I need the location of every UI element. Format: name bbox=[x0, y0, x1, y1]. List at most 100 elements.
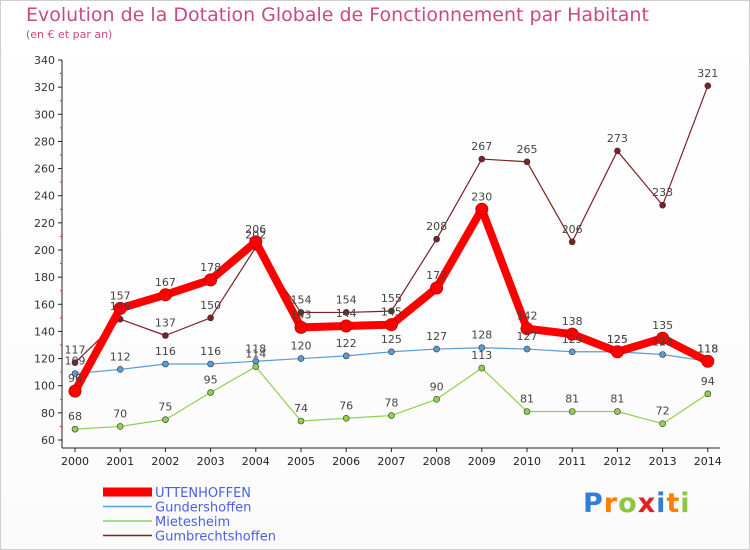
logo-letter: o bbox=[618, 488, 638, 519]
data-point bbox=[204, 273, 218, 287]
y-tick-label: 100 bbox=[34, 380, 55, 393]
data-label: 154 bbox=[291, 293, 312, 306]
data-point bbox=[478, 155, 486, 163]
data-point bbox=[478, 344, 486, 352]
y-tick-label: 60 bbox=[41, 434, 55, 447]
data-label: 81 bbox=[610, 393, 624, 406]
data-point bbox=[249, 235, 263, 249]
data-point bbox=[162, 332, 169, 339]
data-label: 112 bbox=[110, 350, 131, 363]
data-label: 125 bbox=[562, 333, 583, 346]
y-tick-label: 200 bbox=[34, 244, 55, 257]
data-point bbox=[568, 348, 576, 356]
x-tick-label: 2000 bbox=[61, 455, 89, 468]
data-label: 321 bbox=[697, 67, 718, 80]
data-label: 154 bbox=[336, 293, 357, 306]
data-point bbox=[68, 384, 82, 398]
data-label: 118 bbox=[697, 342, 718, 355]
x-tick-label: 2014 bbox=[694, 455, 722, 468]
data-label: 94 bbox=[701, 375, 715, 388]
logo-letter: x bbox=[637, 488, 657, 519]
data-label: 144 bbox=[336, 307, 357, 320]
data-point bbox=[433, 345, 440, 353]
x-tick-label: 2001 bbox=[106, 455, 134, 468]
data-point bbox=[297, 309, 305, 316]
data-point bbox=[71, 370, 79, 377]
x-tick-label: 2009 bbox=[468, 455, 496, 468]
x-tick-label: 2012 bbox=[603, 455, 631, 468]
data-point bbox=[116, 423, 124, 430]
data-point bbox=[71, 425, 79, 433]
data-point bbox=[433, 395, 440, 403]
legend-label: Gundershoffen bbox=[155, 501, 251, 516]
data-point bbox=[656, 331, 670, 345]
data-label: 116 bbox=[200, 345, 221, 358]
data-label: 138 bbox=[562, 315, 583, 328]
data-point bbox=[704, 390, 712, 398]
data-point bbox=[342, 352, 350, 360]
data-point bbox=[339, 319, 353, 333]
data-label: 127 bbox=[426, 330, 447, 343]
data-label: 273 bbox=[607, 132, 628, 145]
data-label: 157 bbox=[110, 289, 131, 302]
data-label: 233 bbox=[652, 186, 673, 199]
data-point bbox=[433, 235, 440, 243]
data-label: 125 bbox=[607, 333, 628, 346]
data-label: 72 bbox=[656, 405, 670, 418]
data-label: 113 bbox=[471, 349, 492, 362]
chart-subtitle: (en € et par an) bbox=[26, 28, 113, 41]
data-point bbox=[614, 147, 621, 155]
data-point bbox=[610, 345, 624, 359]
data-point bbox=[523, 345, 531, 353]
data-label: 118 bbox=[697, 342, 718, 355]
legend-label: UTTENHOFFEN bbox=[155, 486, 251, 501]
data-point bbox=[294, 320, 308, 334]
data-point bbox=[701, 354, 715, 368]
data-point bbox=[659, 420, 666, 428]
data-label: 123 bbox=[652, 336, 673, 349]
y-tick-label: 160 bbox=[34, 298, 55, 311]
data-point bbox=[342, 414, 350, 422]
data-label: 127 bbox=[517, 330, 538, 343]
data-point bbox=[568, 408, 576, 415]
data-label: 145 bbox=[381, 306, 402, 319]
data-label: 70 bbox=[113, 407, 127, 420]
data-label: 125 bbox=[381, 333, 402, 346]
data-point bbox=[113, 301, 127, 315]
x-tick-label: 2008 bbox=[423, 455, 451, 468]
data-label: 109 bbox=[65, 355, 86, 368]
data-label: 68 bbox=[68, 410, 82, 423]
data-label: 150 bbox=[200, 299, 221, 312]
data-point bbox=[568, 238, 576, 246]
data-point bbox=[659, 351, 666, 358]
data-label: 81 bbox=[520, 393, 534, 406]
data-label: 142 bbox=[517, 310, 538, 323]
data-label: 125 bbox=[607, 333, 628, 346]
data-label: 178 bbox=[200, 261, 221, 274]
data-label: 167 bbox=[155, 276, 176, 289]
x-tick-label: 2006 bbox=[332, 455, 360, 468]
data-label: 122 bbox=[336, 337, 357, 350]
data-point bbox=[388, 348, 395, 356]
data-point bbox=[523, 158, 531, 166]
data-label: 206 bbox=[245, 223, 266, 236]
y-tick-label: 220 bbox=[34, 217, 55, 230]
data-label: 120 bbox=[291, 340, 312, 353]
data-label: 76 bbox=[339, 399, 353, 412]
data-label: 206 bbox=[562, 223, 583, 236]
y-tick-label: 240 bbox=[34, 190, 55, 203]
x-tick-label: 2010 bbox=[513, 455, 541, 468]
data-point bbox=[297, 417, 305, 425]
data-point bbox=[207, 389, 214, 396]
data-label: 114 bbox=[245, 348, 266, 361]
data-point bbox=[207, 360, 214, 368]
logo-letter: t bbox=[666, 488, 681, 519]
data-label: 128 bbox=[471, 329, 492, 342]
data-point bbox=[71, 359, 79, 366]
data-label: 149 bbox=[110, 300, 131, 313]
y-tick-label: 340 bbox=[34, 54, 55, 67]
data-label: 137 bbox=[155, 317, 176, 330]
legend-label: Mietesheim bbox=[155, 515, 230, 530]
